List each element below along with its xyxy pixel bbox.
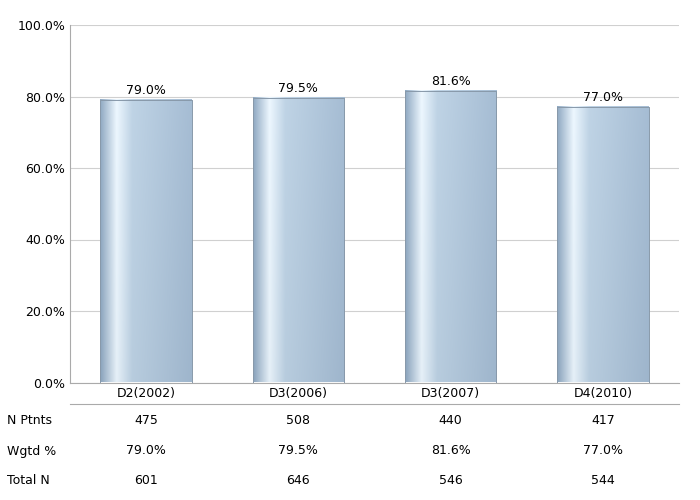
Text: 475: 475 [134, 414, 158, 428]
Text: 544: 544 [591, 474, 615, 488]
Text: 79.0%: 79.0% [126, 84, 166, 97]
Text: 81.6%: 81.6% [430, 75, 470, 88]
Text: 646: 646 [286, 474, 310, 488]
Text: 77.0%: 77.0% [583, 92, 623, 104]
Text: 79.5%: 79.5% [279, 444, 318, 458]
Text: Total N: Total N [7, 474, 50, 488]
Text: 79.5%: 79.5% [279, 82, 318, 96]
Text: 440: 440 [439, 414, 463, 428]
Text: 417: 417 [591, 414, 615, 428]
Text: 508: 508 [286, 414, 310, 428]
Text: N Ptnts: N Ptnts [7, 414, 52, 428]
Text: Wgtd %: Wgtd % [7, 444, 56, 458]
Text: 81.6%: 81.6% [430, 444, 470, 458]
Text: 546: 546 [439, 474, 463, 488]
Text: 601: 601 [134, 474, 158, 488]
Text: 79.0%: 79.0% [126, 444, 166, 458]
Text: 77.0%: 77.0% [583, 444, 623, 458]
